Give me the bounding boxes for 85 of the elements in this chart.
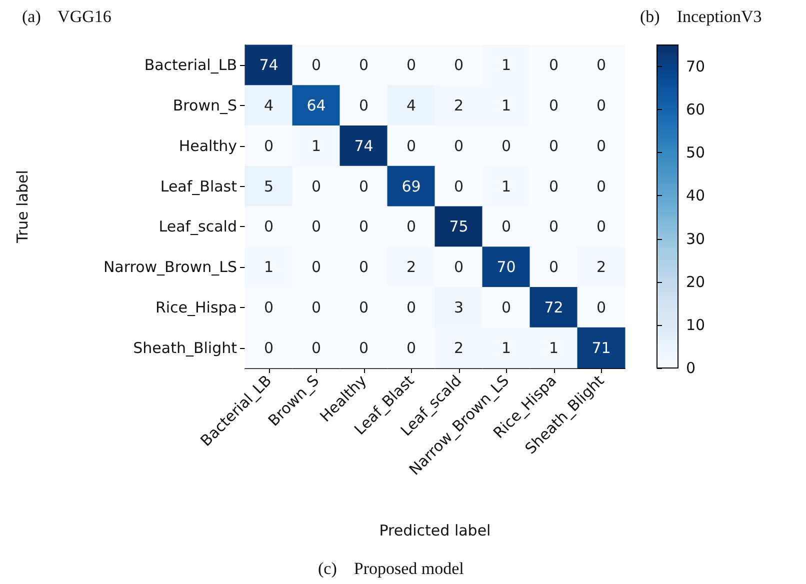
data-label: 0 <box>311 258 322 276</box>
data-label: 75 <box>449 218 468 236</box>
data-label: 1 <box>501 56 512 74</box>
data-label: 0 <box>596 298 606 316</box>
data-label: 0 <box>596 136 606 155</box>
color-bar-label: 40 <box>686 186 706 205</box>
data-label: 0 <box>406 136 416 155</box>
data-label: 0 <box>548 258 559 276</box>
data-label: 2 <box>454 338 464 357</box>
data-label: 0 <box>454 177 464 196</box>
data-label: 64 <box>306 96 326 115</box>
color-bar-label: 10 <box>686 316 706 334</box>
data-label: 0 <box>406 218 416 236</box>
data-label: 4 <box>264 96 274 115</box>
color-bar-label: 70 <box>686 58 706 76</box>
data-label: 0 <box>311 177 322 196</box>
data-label: 0 <box>501 136 512 155</box>
data-label: 69 <box>402 177 421 196</box>
y-tick-label: Narrow_Brown_LS <box>103 258 237 276</box>
data-label: 0 <box>358 338 369 357</box>
data-label: 0 <box>311 298 322 316</box>
data-label: 1 <box>264 258 274 276</box>
data-label: 0 <box>311 218 322 236</box>
color-bar-label: 60 <box>686 100 706 119</box>
data-label: 0 <box>548 136 559 155</box>
color-bar-label: 20 <box>686 272 706 291</box>
data-label: 0 <box>406 338 416 357</box>
data-label: 0 <box>358 177 369 196</box>
text: (a) VGG16 <box>22 7 112 26</box>
data-label: 0 <box>406 298 416 316</box>
data-label: 0 <box>264 218 274 236</box>
data-label: 0 <box>596 96 606 115</box>
data-label: 71 <box>592 338 611 357</box>
data-label: 74 <box>354 136 374 155</box>
data-label: 0 <box>358 96 369 115</box>
data-label: 0 <box>311 338 322 357</box>
data-label: 0 <box>454 136 464 155</box>
y-axis-title: True label <box>14 170 32 244</box>
color-bar-label: 50 <box>686 144 706 162</box>
data-label: 0 <box>406 56 416 74</box>
data-label: 0 <box>311 56 322 74</box>
y-tick-label: Bacterial_LB <box>144 56 237 74</box>
x-axis-title: Predicted label <box>379 522 491 540</box>
data-label: 2 <box>596 258 606 276</box>
data-label: 0 <box>358 56 369 74</box>
data-label: 2 <box>406 258 416 276</box>
data-label: 0 <box>596 218 606 236</box>
data-label: 1 <box>501 96 512 115</box>
data-label: 0 <box>596 56 606 74</box>
data-label: 0 <box>454 56 464 74</box>
data-label: 0 <box>501 218 512 236</box>
data-label: 3 <box>454 298 464 316</box>
data-label: 2 <box>454 96 464 115</box>
data-label: 0 <box>358 218 369 236</box>
data-label: 0 <box>548 56 559 74</box>
data-label: 5 <box>264 177 274 196</box>
data-label: 1 <box>548 338 559 357</box>
data-label: 70 <box>496 258 516 276</box>
data-label: 0 <box>264 298 274 316</box>
text: (c) Proposed model <box>318 559 464 578</box>
data-label: 0 <box>501 298 512 316</box>
data-label: 0 <box>264 338 274 357</box>
y-tick-label: Leaf_Blast <box>160 177 238 196</box>
data-label: 1 <box>311 136 322 155</box>
data-label: 4 <box>406 96 416 115</box>
data-label: 72 <box>544 298 564 316</box>
y-tick-label: Sheath_Blight <box>133 338 238 357</box>
y-tick-label: Brown_S <box>172 96 237 115</box>
data-label: 1 <box>501 177 512 196</box>
data-label: 0 <box>358 258 369 276</box>
data-label: 0 <box>596 177 606 196</box>
y-tick-label: Healthy <box>178 136 238 155</box>
y-tick-label: Rice_Hispa <box>155 298 237 316</box>
data-label: 0 <box>548 177 559 196</box>
data-label: 0 <box>358 298 369 316</box>
data-label: 74 <box>259 56 278 74</box>
data-label: 0 <box>264 136 274 155</box>
data-label: 0 <box>548 96 559 115</box>
data-label: 1 <box>501 338 512 357</box>
y-tick-label: Leaf_scald <box>158 218 237 236</box>
text: (b) InceptionV3 <box>640 7 762 26</box>
data-label: 0 <box>548 218 559 236</box>
color-bar-label: 0 <box>686 359 696 377</box>
data-label: 0 <box>454 258 464 276</box>
color-bar-label: 30 <box>686 230 706 248</box>
